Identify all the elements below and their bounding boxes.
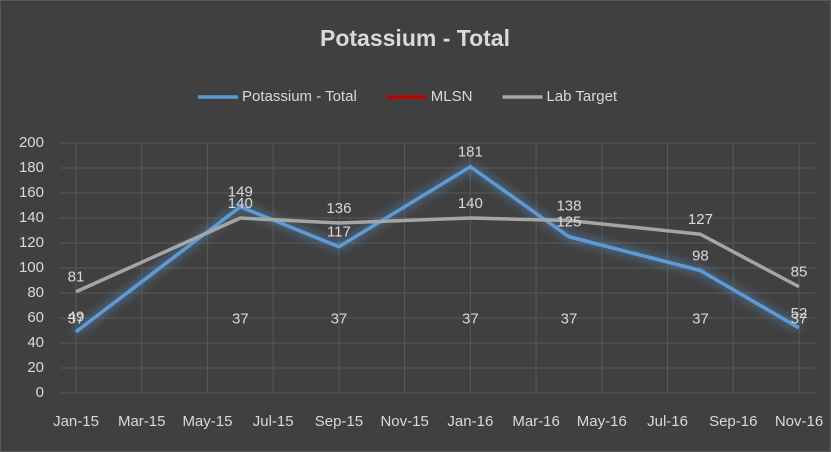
data-label: 149 bbox=[228, 184, 253, 201]
legend-label: Potassium - Total bbox=[242, 88, 357, 105]
data-label: 37 bbox=[791, 311, 808, 328]
y-tick-label: 80 bbox=[27, 284, 44, 301]
y-tick-label: 160 bbox=[19, 184, 44, 201]
data-label: 81 bbox=[68, 269, 85, 286]
x-tick-label: Nov-15 bbox=[380, 413, 428, 430]
x-tick-label: May-16 bbox=[577, 413, 627, 430]
y-tick-label: 180 bbox=[19, 159, 44, 176]
x-tick-label: May-15 bbox=[182, 413, 232, 430]
x-tick-label: Mar-15 bbox=[118, 413, 166, 430]
data-label: 85 bbox=[791, 264, 808, 281]
x-tick-label: Jan-16 bbox=[447, 413, 493, 430]
data-label: 125 bbox=[556, 214, 581, 231]
data-label: 37 bbox=[331, 311, 348, 328]
data-label: 37 bbox=[462, 311, 479, 328]
x-tick-label: Jul-16 bbox=[647, 413, 688, 430]
y-tick-label: 40 bbox=[27, 334, 44, 351]
data-label: 127 bbox=[688, 211, 713, 228]
y-tick-label: 140 bbox=[19, 209, 44, 226]
x-tick-label: Nov-16 bbox=[775, 413, 823, 430]
data-label: 98 bbox=[692, 247, 709, 264]
y-tick-label: 60 bbox=[27, 309, 44, 326]
data-label: 117 bbox=[327, 224, 351, 241]
x-tick-label: Mar-16 bbox=[512, 413, 560, 430]
chart-title: Potassium - Total bbox=[320, 25, 510, 51]
data-label: 140 bbox=[228, 195, 253, 212]
x-tick-label: Jan-15 bbox=[53, 413, 99, 430]
x-tick-label: Sep-15 bbox=[315, 413, 363, 430]
x-tick-label: Jul-15 bbox=[253, 413, 294, 430]
y-tick-label: 0 bbox=[36, 384, 44, 401]
y-tick-label: 20 bbox=[27, 359, 44, 376]
data-label: 37 bbox=[692, 311, 709, 328]
data-label: 181 bbox=[458, 144, 483, 161]
data-label: 52 bbox=[791, 305, 808, 322]
legend-label: MLSN bbox=[431, 88, 473, 105]
data-label: 49 bbox=[68, 309, 85, 326]
data-label: 140 bbox=[458, 195, 483, 212]
data-label: 138 bbox=[556, 197, 581, 214]
y-tick-label: 200 bbox=[19, 134, 44, 151]
data-label: 37 bbox=[68, 311, 85, 328]
legend-label: Lab Target bbox=[546, 88, 617, 105]
series-line bbox=[75, 216, 800, 294]
y-tick-label: 100 bbox=[19, 259, 44, 276]
x-tick-label: Sep-16 bbox=[709, 413, 757, 430]
data-label: 136 bbox=[326, 200, 351, 217]
y-tick-label: 120 bbox=[19, 234, 44, 251]
series-line bbox=[74, 165, 800, 334]
data-label: 37 bbox=[232, 311, 249, 328]
data-label: 37 bbox=[561, 311, 578, 328]
